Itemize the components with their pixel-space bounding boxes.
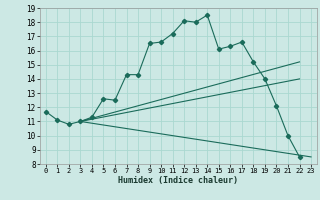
X-axis label: Humidex (Indice chaleur): Humidex (Indice chaleur) (118, 176, 238, 185)
